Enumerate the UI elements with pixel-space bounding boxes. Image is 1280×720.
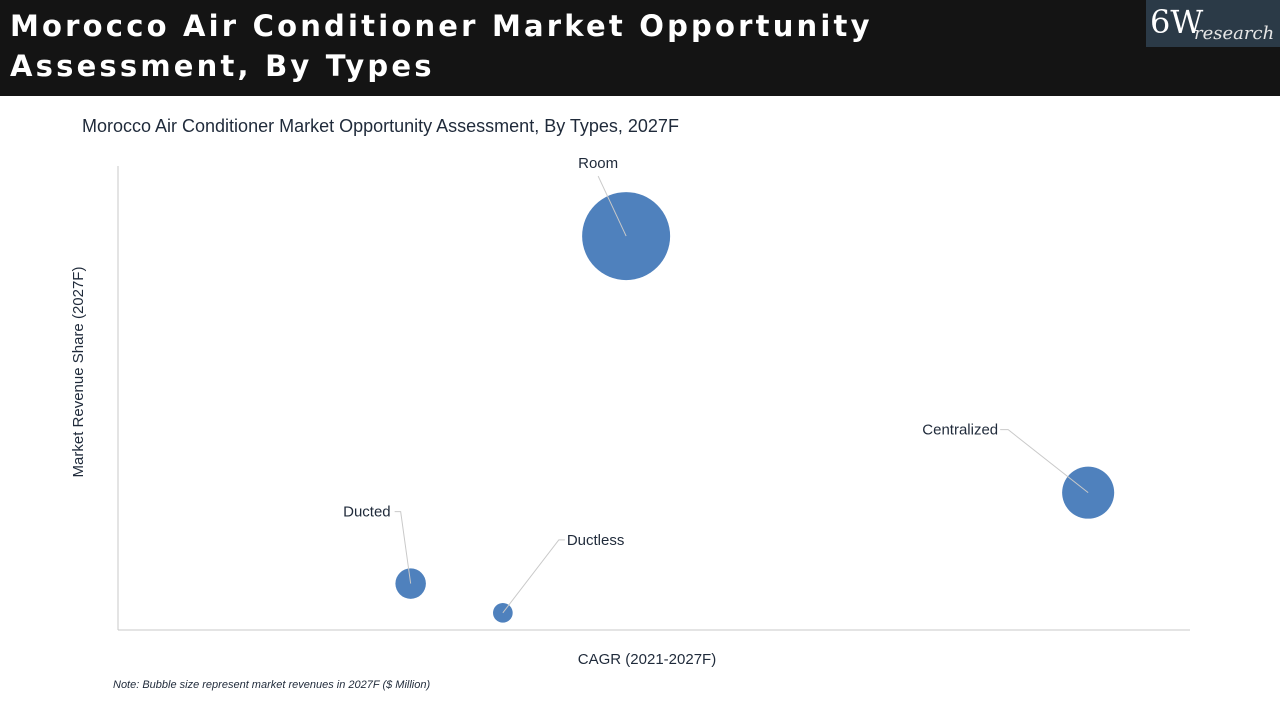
header-bar: Morocco Air Conditioner Market Opportuni… bbox=[0, 0, 1280, 96]
chart-title: Morocco Air Conditioner Market Opportuni… bbox=[82, 116, 679, 136]
bubble-label-ducted: Ducted bbox=[343, 504, 391, 521]
y-axis-label: Market Revenue Share (2027F) bbox=[70, 266, 87, 478]
bubble-label-centralized: Centralized bbox=[922, 422, 998, 439]
page-title: Morocco Air Conditioner Market Opportuni… bbox=[10, 6, 1110, 86]
bubble-ductless bbox=[493, 602, 513, 623]
leader-line-ducted bbox=[394, 511, 412, 584]
bubble-label-room: Room bbox=[578, 155, 618, 172]
leader-line-centralized bbox=[1000, 429, 1089, 494]
page-title-line-2: Assessment, By Types bbox=[10, 49, 435, 83]
page-title-line-1: Morocco Air Conditioner Market Opportuni… bbox=[10, 9, 873, 43]
logo-subtext: research bbox=[1194, 23, 1275, 44]
leader-line-room bbox=[597, 175, 627, 237]
bubble-label-ductless: Ductless bbox=[567, 532, 625, 549]
chart-note: Note: Bubble size represent market reven… bbox=[113, 679, 431, 691]
logo-mark: 6W bbox=[1150, 3, 1204, 41]
brand-logo: 6W research bbox=[1146, 0, 1280, 47]
leader-line-ductless bbox=[502, 539, 565, 614]
x-axis-label: CAGR (2021-2027F) bbox=[577, 651, 717, 668]
